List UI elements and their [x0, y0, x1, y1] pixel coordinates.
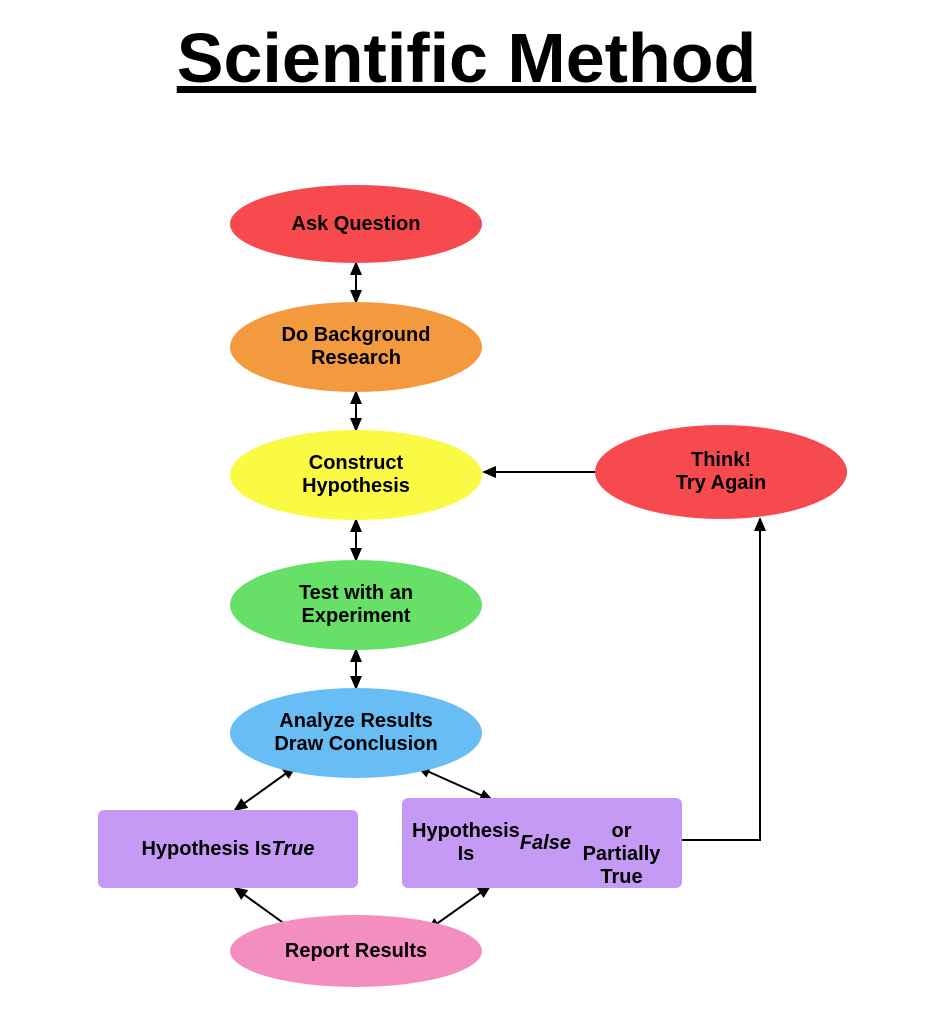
- edge-hfalse-think: [682, 519, 760, 840]
- node-hypoth: ConstructHypothesis: [230, 430, 482, 520]
- node-think: Think!Try Again: [595, 425, 847, 519]
- node-htrue: Hypothesis Is True: [98, 810, 358, 888]
- node-report: Report Results: [230, 915, 482, 987]
- node-hfalse: Hypothesis Is Falseor Partially True: [402, 798, 682, 888]
- node-test: Test with anExperiment: [230, 560, 482, 650]
- node-research: Do BackgroundResearch: [230, 302, 482, 392]
- node-ask: Ask Question: [230, 185, 482, 263]
- node-analyze: Analyze ResultsDraw Conclusion: [230, 688, 482, 778]
- edge-analyze-hfalse: [418, 767, 492, 800]
- edge-analyze-htrue: [235, 767, 295, 810]
